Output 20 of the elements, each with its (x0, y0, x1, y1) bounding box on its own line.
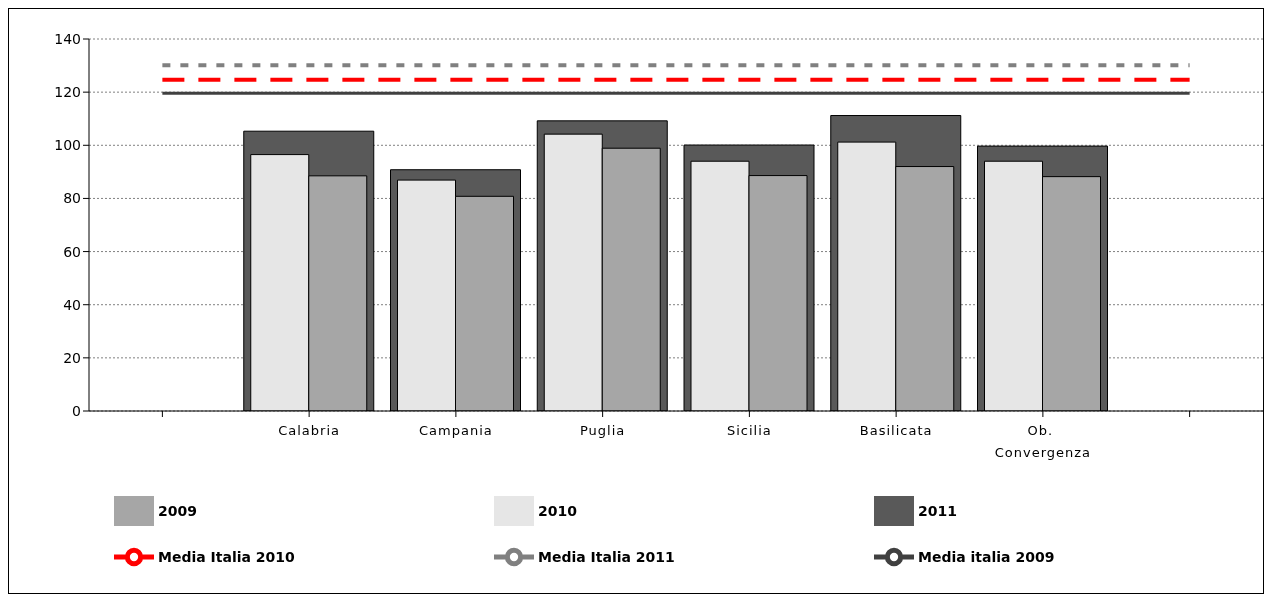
y-tick-label: 0 (72, 402, 81, 419)
y-tick-label: 120 (54, 84, 81, 101)
x-tick-label: Basilicata (859, 423, 933, 438)
legend-label: 2009 (158, 502, 197, 519)
x-tick-label: Sicilia (726, 423, 772, 438)
legend-label: Media italia 2009 (918, 548, 1055, 565)
y-tick-label: 140 (54, 30, 81, 47)
legend-label: Media Italia 2011 (538, 548, 675, 565)
y-tick-label: 80 (63, 190, 81, 207)
legend-label: 2010 (538, 502, 577, 519)
x-tick-label: Calabria (278, 423, 341, 438)
x-tick-label: Ob. Convergenza (994, 423, 1092, 460)
y-tick-label: 20 (63, 349, 81, 366)
x-tick-label: Campania (419, 423, 493, 438)
legend-label: 2011 (918, 502, 957, 519)
x-tick-label: Puglia (579, 423, 626, 438)
y-tick-label: 60 (63, 243, 81, 260)
y-tick-label: 40 (63, 296, 81, 313)
y-tick-label: 100 (54, 137, 81, 154)
legend-label: Media Italia 2010 (158, 548, 295, 565)
